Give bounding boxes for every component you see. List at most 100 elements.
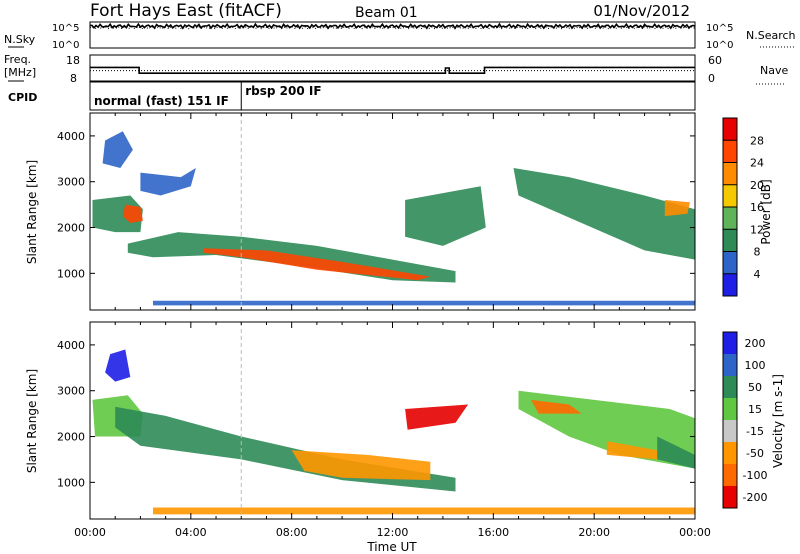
colorbar-tick-label: -50 [746, 447, 764, 460]
colorbar-tick-label: 4 [754, 268, 761, 281]
noise-tick-left-bottom: 10^0 [52, 40, 79, 51]
x-tick-label: 04:00 [175, 526, 207, 539]
power-colorbar-label: Power [dB] [759, 179, 773, 244]
colorbar-tick-label: 200 [745, 337, 766, 350]
y-tick-label: 3000 [57, 176, 85, 189]
frequency-trace [90, 66, 695, 74]
colorbar-swatch [723, 376, 737, 399]
colorbar-tick-label: 50 [748, 381, 762, 394]
y-tick-label: 1000 [57, 267, 85, 280]
freq-label: Freq. [4, 53, 31, 66]
date-label: 01/Nov/2012 [593, 2, 690, 20]
noise-tick-right-bottom: 10^0 [706, 40, 733, 51]
power-y-axis: 1000 2000 3000 4000 [57, 130, 695, 280]
cpid-label: CPID [8, 91, 37, 104]
cpid-bar: CPID normal (fast) 151 IF rbsp 200 IF [8, 81, 696, 111]
velocity-panel: 1000 2000 3000 4000 00:00 04:00 08:00 12:00 16:… [25, 321, 711, 554]
noise-panel-frame [89, 21, 696, 49]
colorbar-tick-label: 24 [750, 157, 764, 170]
power-region-9 [153, 300, 695, 306]
colorbar-swatch [723, 464, 737, 487]
station-title: Fort Hays East (fitACF) [90, 1, 282, 21]
noise-panel: N.Sky 10^5 10^0 10^5 10^0 N.Search [4, 21, 796, 51]
power-colorbar: 4 8 12 16 20 24 28 [722, 117, 764, 297]
cpid-program-rbsp: rbsp 200 IF [245, 84, 321, 98]
y-tick-label: 1000 [57, 476, 85, 489]
colorbar-swatch [723, 162, 737, 186]
colorbar-tick-label: 100 [745, 359, 766, 372]
noise-search-trace [89, 26, 696, 30]
cpid-program-normal: normal (fast) 151 IF [94, 94, 229, 108]
power-panel: 1000 2000 3000 4000 Slant Range [km] [25, 112, 696, 311]
x-tick-label: 16:00 [477, 526, 509, 539]
beam-label: Beam 01 [355, 5, 418, 21]
colorbar-swatch [723, 486, 737, 509]
y-tick-label: 4000 [57, 339, 85, 352]
y-tick-label: 4000 [57, 130, 85, 143]
power-region-7 [513, 168, 695, 260]
frequency-panel: Freq. [MHz] 18 8 60 0 Nave [4, 53, 788, 85]
colorbar-tick-label: -15 [746, 425, 764, 438]
colorbar-swatch [723, 140, 737, 163]
velocity-ylabel: Slant Range [km] [25, 369, 39, 473]
x-tick-label: 12:00 [377, 526, 409, 539]
noise-tick-left-top: 10^5 [52, 23, 79, 34]
colorbar-swatch [723, 398, 737, 421]
velocity-colorbar: 200 100 50 15 -15 -50 -100 -200 [722, 331, 768, 509]
colorbar-swatch [723, 420, 737, 443]
power-ylabel: Slant Range [km] [25, 160, 39, 264]
power-region-8 [664, 200, 690, 217]
colorbar-swatch [723, 207, 737, 230]
velocity-y-axis: 1000 2000 3000 4000 [57, 339, 695, 489]
noise-tick-right-top: 10^5 [706, 23, 733, 34]
velocity-region-6 [531, 399, 582, 414]
colorbar-tick-label: -200 [743, 491, 768, 504]
velocity-region-7 [606, 441, 658, 460]
colorbar-tick-label: 12 [750, 223, 764, 236]
velocity-x-axis: 00:00 04:00 08:00 12:00 16:00 20:00 00:00 [74, 322, 711, 539]
colorbar-tick-label: 8 [754, 246, 761, 259]
x-tick-label: 00:00 [74, 526, 106, 539]
colorbar-tick-label: 16 [750, 201, 764, 214]
power-x-axis [89, 113, 696, 310]
noise-search-label: N.Search [746, 29, 796, 42]
freq-tick-bottom: 8 [70, 72, 77, 85]
noise-sky-trace [90, 22, 696, 30]
colorbar-swatch [723, 184, 737, 208]
noise-traces [89, 22, 696, 30]
colorbar-tick-label: 28 [750, 134, 764, 147]
colorbar-tick-label: 20 [750, 179, 764, 192]
nave-label: Nave [760, 64, 788, 77]
power-region-5 [203, 248, 431, 281]
velocity-colorbar-label: Velocity [m s-1] [771, 374, 785, 468]
velocity-region-3 [291, 450, 431, 481]
colorbar-swatch [723, 229, 737, 252]
x-tick-label: 20:00 [578, 526, 610, 539]
velocity-region-4 [405, 404, 469, 430]
time-axis-label: Time UT [366, 540, 417, 554]
colorbar-swatch [723, 273, 737, 297]
velocity-data [92, 322, 695, 519]
power-data [92, 113, 695, 310]
freq-unit-label: [MHz] [4, 66, 36, 79]
colorbar-tick-label: -100 [743, 469, 768, 482]
colorbar-swatch [723, 332, 737, 355]
power-region-3 [140, 168, 196, 196]
noise-sky-label: N.Sky [4, 33, 36, 46]
x-tick-label: 00:00 [679, 526, 711, 539]
freq-tick-top: 18 [66, 54, 80, 67]
velocity-region-1 [105, 349, 131, 382]
power-region-2 [102, 131, 133, 168]
velocity-region-8 [657, 436, 695, 469]
velocity-region-9 [153, 507, 695, 515]
y-tick-label: 2000 [57, 431, 85, 444]
colorbar-swatch [723, 118, 737, 141]
colorbar-swatch [723, 442, 737, 465]
power-region-1 [122, 204, 143, 223]
nave-tick-top: 60 [708, 54, 722, 67]
colorbar-swatch [723, 354, 737, 377]
x-tick-label: 08:00 [276, 526, 308, 539]
y-tick-label: 3000 [57, 385, 85, 398]
y-tick-label: 2000 [57, 222, 85, 235]
